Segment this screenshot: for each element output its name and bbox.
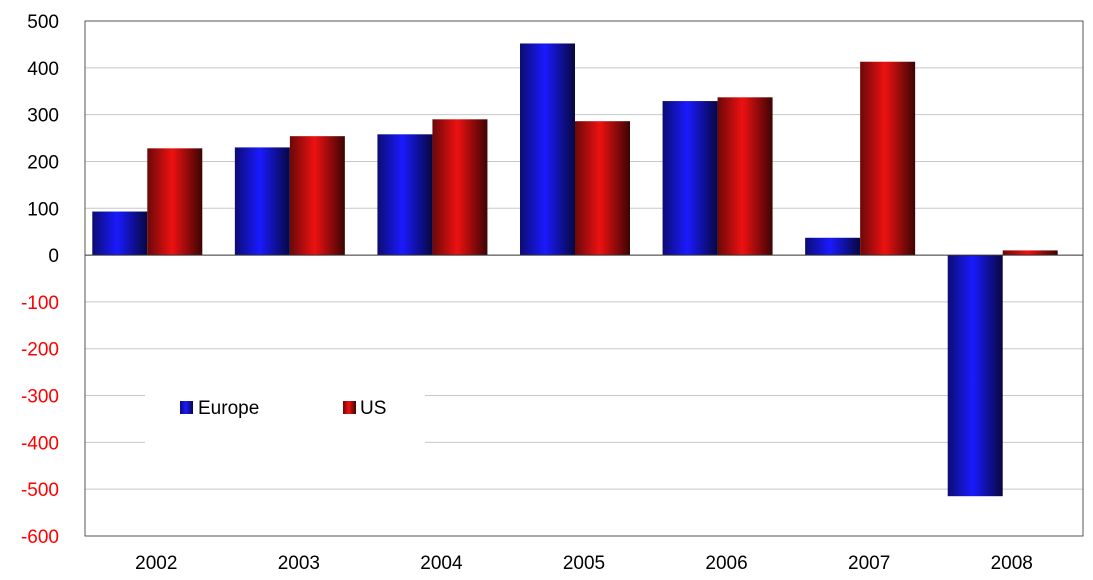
x-tick-label: 2003 <box>278 553 320 574</box>
y-tick-label: 300 <box>27 106 59 127</box>
y-tick-label: 400 <box>27 59 59 80</box>
bars <box>92 43 1058 497</box>
bar-us-2003 <box>289 136 345 256</box>
bar-us-2007 <box>860 61 916 256</box>
legend-label-us: US <box>360 398 386 419</box>
x-tick-label: 2002 <box>135 553 177 574</box>
x-tick-label: 2004 <box>420 553 463 574</box>
bar-us-2002 <box>147 148 203 256</box>
bar-europe-2008 <box>947 255 1003 497</box>
bar-us-2005 <box>575 121 630 256</box>
y-tick-label: 500 <box>27 12 59 33</box>
bar-us-2004 <box>432 119 488 256</box>
bar-europe-2002 <box>92 211 148 256</box>
axes <box>84 20 1084 537</box>
bar-us-2008 <box>1002 250 1058 256</box>
y-tick-label: -100 <box>21 293 59 314</box>
plot-frame <box>84 20 1084 537</box>
y-tick-label: 100 <box>27 199 59 220</box>
gridlines <box>85 20 1083 537</box>
x-tick-label: 2005 <box>563 553 605 574</box>
y-tick-label: -200 <box>21 340 59 361</box>
x-tick-label: 2008 <box>991 553 1033 574</box>
bar-europe-2005 <box>520 43 575 256</box>
y-tick-label: -500 <box>21 480 59 501</box>
y-tick-label: -400 <box>21 433 59 454</box>
y-tick-label: 0 <box>48 246 59 267</box>
bar-europe-2003 <box>234 147 290 256</box>
bar-europe-2007 <box>805 237 861 256</box>
legend-swatch-europe <box>180 401 193 414</box>
legend: Europe US <box>145 383 425 443</box>
bar-europe-2004 <box>377 134 433 256</box>
legend-swatch-us <box>343 401 356 414</box>
x-tick-label: 2007 <box>848 553 890 574</box>
legend-label-europe: Europe <box>198 398 259 419</box>
y-tick-label: -600 <box>21 527 59 548</box>
y-tick-label: 200 <box>27 152 59 173</box>
bar-us-2006 <box>717 97 773 256</box>
bar-europe-2006 <box>662 101 718 256</box>
x-tick-label: 2006 <box>705 553 747 574</box>
tick-labels: 500 400 300 200 100 0 -100 -200 -300 -400 -500 -600… <box>21 12 1033 574</box>
y-tick-label: -300 <box>21 387 59 408</box>
